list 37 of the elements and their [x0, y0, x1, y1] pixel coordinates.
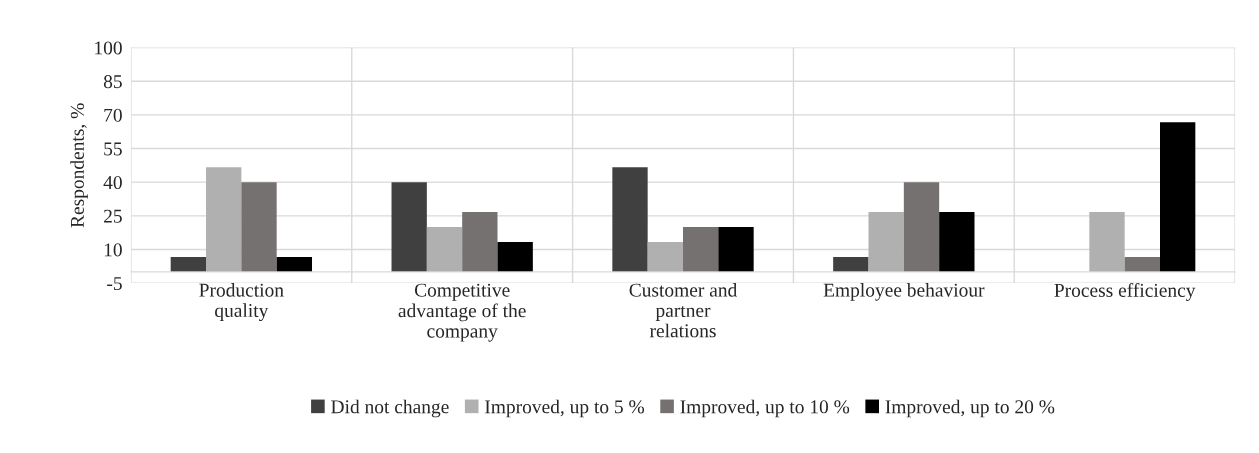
- bar: [391, 182, 427, 272]
- bar: [868, 212, 904, 272]
- x-tick-label: Employee behaviour: [823, 283, 985, 301]
- bar: [276, 256, 313, 272]
- bar: [497, 242, 533, 272]
- x-tick-label: Process efficiency: [1054, 283, 1196, 301]
- bar: [1124, 256, 1160, 272]
- bar: [1160, 122, 1196, 272]
- y-tick-label: 70: [104, 108, 122, 122]
- y-tick-label: 25: [104, 209, 122, 223]
- bar: [683, 227, 719, 272]
- bar: [170, 256, 207, 272]
- x-tick-label: Production quality: [199, 283, 284, 322]
- legend-label: Did not change: [331, 399, 449, 418]
- x-tick-label: Customer and partner relations: [629, 283, 738, 338]
- bar: [426, 227, 463, 272]
- legend-label: Improved, up to 10 %: [680, 399, 850, 418]
- x-tick-label: Competitive advantage of the company: [398, 283, 526, 342]
- bar: [903, 182, 940, 272]
- y-axis-title: Respondents, %: [70, 103, 88, 228]
- bar: [647, 242, 684, 272]
- bar: [939, 212, 975, 272]
- bar: [718, 227, 754, 272]
- bar: [833, 256, 869, 272]
- y-tick-label: 40: [103, 175, 122, 190]
- y-tick-label: -5: [107, 277, 122, 291]
- y-tick-label: 85: [103, 75, 122, 89]
- bar: [1089, 212, 1125, 272]
- bar: [206, 167, 242, 272]
- y-tick-label: 100: [95, 41, 122, 55]
- bar: [612, 167, 648, 272]
- y-tick-label: 55: [104, 142, 122, 156]
- bar: [241, 182, 277, 272]
- y-tick-label: 10: [104, 243, 122, 257]
- legend-label: Improved, up to 20 %: [885, 399, 1055, 418]
- legend-label: Improved, up to 5 %: [485, 399, 645, 418]
- bar: [462, 212, 498, 272]
